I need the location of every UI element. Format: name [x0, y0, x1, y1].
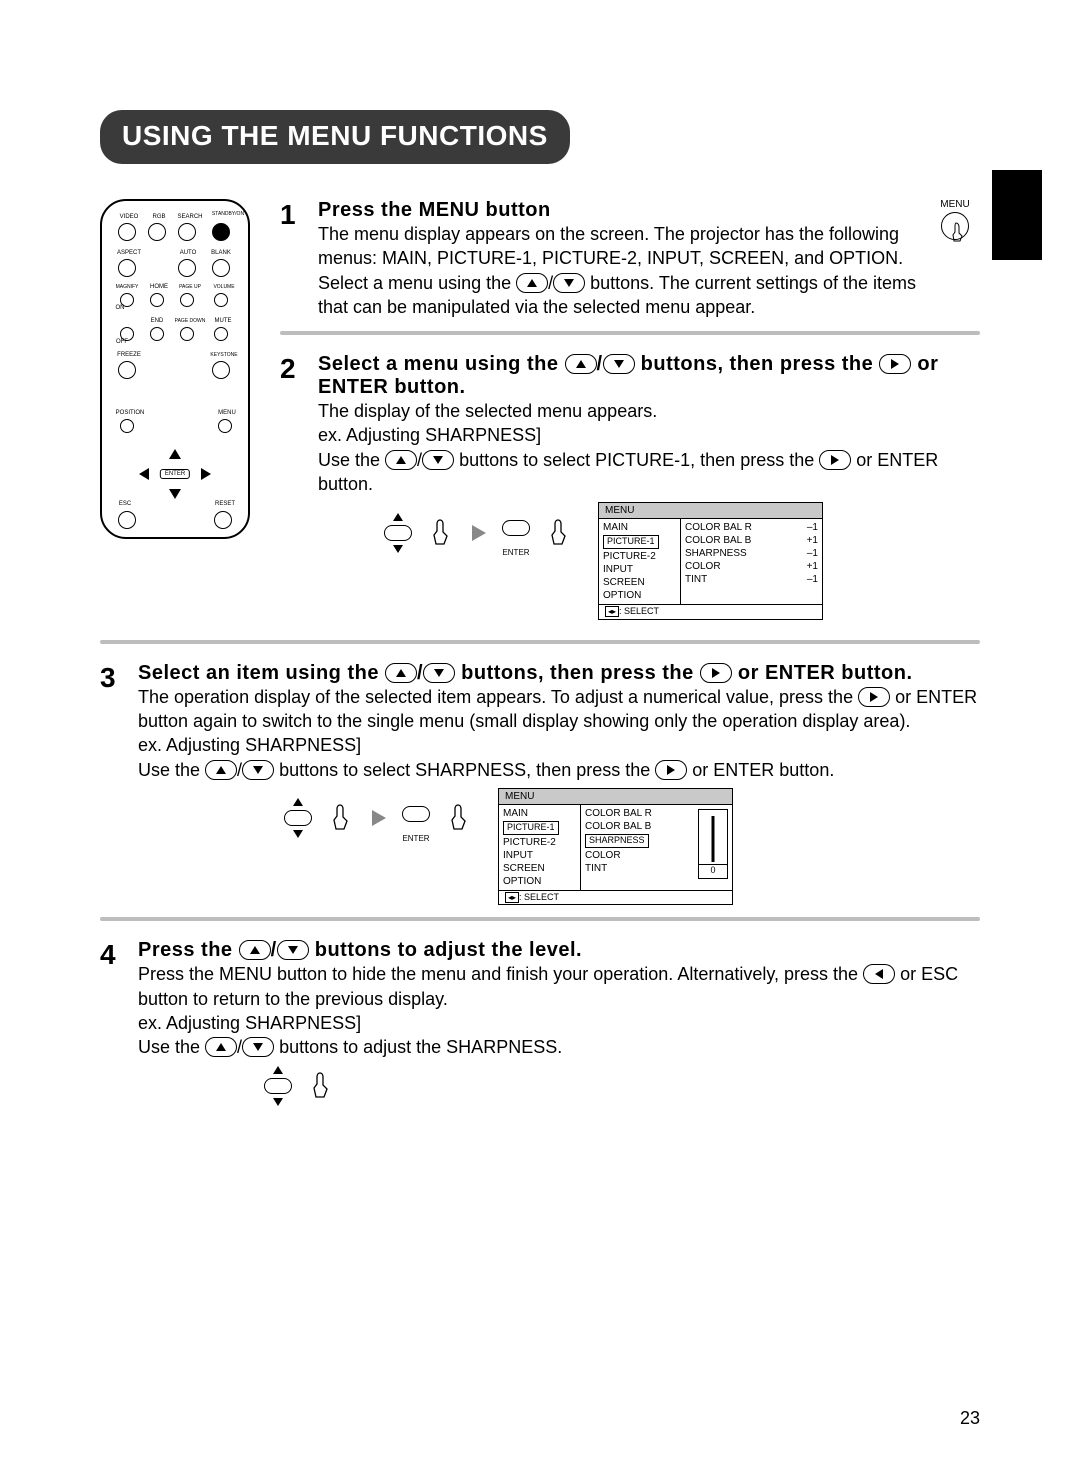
step-2-number: 2 — [280, 353, 308, 620]
slider: 0 — [698, 809, 728, 879]
divider — [280, 331, 980, 335]
remote-illustration: VIDEO RGB SEARCH STANDBY/ON ASPECT AUTO … — [100, 199, 250, 539]
dpad-icon — [378, 513, 418, 553]
step-3-heading: Select an item using the / buttons, then… — [138, 662, 980, 685]
divider — [100, 917, 980, 921]
step-1-heading: Press the MENU button — [318, 199, 916, 222]
up-button-icon — [516, 273, 548, 293]
page-number: 23 — [960, 1408, 980, 1429]
step-1-number: 1 — [280, 199, 308, 319]
step-4-number: 4 — [100, 939, 128, 1109]
menu-button-illustration: MENU — [930, 199, 980, 319]
step-3-body: The operation display of the selected it… — [138, 685, 980, 782]
hand-icon — [428, 516, 462, 550]
step-4-body: Press the MENU button to hide the menu a… — [138, 962, 980, 1059]
page-title: USING THE MENU FUNCTIONS — [100, 110, 570, 164]
step-1-body: The menu display appears on the screen. … — [318, 222, 916, 319]
step-2-heading: Select a menu using the / buttons, then … — [318, 353, 980, 399]
step-3-number: 3 — [100, 662, 128, 906]
side-tab — [992, 170, 1042, 260]
menu-display-1: MENU MAIN PICTURE-1 PICTURE-2 INPUT SCRE… — [598, 502, 823, 619]
step-4-heading: Press the / buttons to adjust the level. — [138, 939, 980, 962]
arrow-right-icon — [472, 525, 486, 541]
menu-display-2: MENU MAIN PICTURE-1 PICTURE-2 INPUT SCRE… — [498, 788, 733, 905]
step-2-body: The display of the selected menu appears… — [318, 399, 980, 496]
down-button-icon — [553, 273, 585, 293]
divider — [100, 640, 980, 644]
